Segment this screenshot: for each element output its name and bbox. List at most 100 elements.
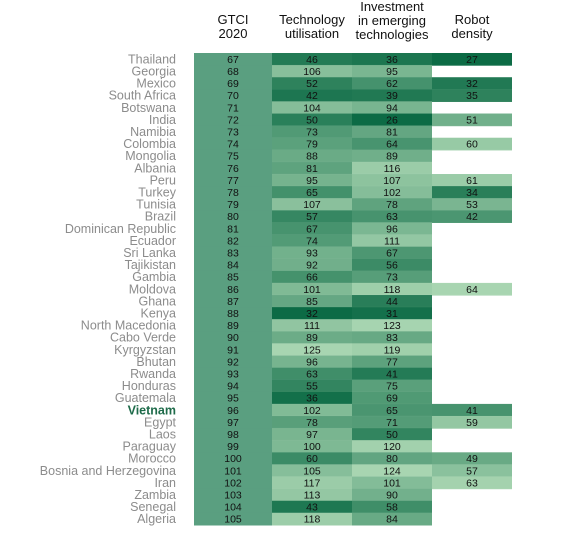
cell-dominican-republic-col1 [272, 222, 352, 236]
cell-value-kyrgyzstan-col2: 119 [384, 344, 401, 356]
cell-value-peru-col2: 107 [383, 175, 401, 187]
cell-iran-col3 [432, 476, 512, 490]
cell-value-bosnia-and-herzegovina-col1: 105 [303, 465, 321, 477]
cell-bosnia-and-herzegovina-col2 [352, 464, 432, 478]
cell-value-bosnia-and-herzegovina-col0: 101 [224, 465, 242, 477]
cell-cabo-verde-col2 [352, 331, 432, 344]
row-label-india: India [149, 113, 176, 127]
cell-value-algeria-col0: 105 [224, 514, 242, 526]
cell-tunisia-col1 [272, 198, 352, 211]
cell-value-colombia-col2: 64 [386, 139, 398, 151]
cell-value-thailand-col3: 27 [466, 54, 478, 66]
cell-senegal-col2 [352, 500, 432, 514]
cell-algeria-col0 [194, 512, 272, 526]
cell-egypt-col0 [194, 416, 272, 429]
cell-value-ghana-col1: 85 [306, 296, 318, 308]
cell-value-albania-col0: 76 [227, 163, 239, 175]
cell-mexico-col1 [272, 77, 352, 90]
cell-north-macedonia-col0 [194, 319, 272, 332]
cell-value-gambia-col0: 85 [227, 272, 239, 284]
cell-brazil-col1 [272, 210, 352, 223]
cell-value-colombia-col0: 74 [227, 139, 239, 151]
row-label-guatemala: Guatemala [115, 391, 176, 405]
cell-morocco-col3 [432, 452, 512, 465]
cell-value-south-africa-col3: 35 [466, 90, 478, 102]
cell-value-tunisia-col3: 53 [466, 199, 478, 211]
cell-tunisia-col0 [194, 198, 272, 211]
cell-cabo-verde-col0 [194, 331, 272, 344]
cell-vietnam-col0 [194, 403, 272, 417]
cell-value-ecuador-col0: 82 [227, 235, 239, 247]
cell-moldova-col1 [272, 282, 352, 296]
cell-value-kyrgyzstan-col0: 91 [227, 344, 239, 356]
cell-mexico-col3 [432, 77, 512, 90]
row-label-morocco: Morocco [128, 452, 176, 466]
row-label-mongolia: Mongolia [125, 149, 176, 163]
cell-value-colombia-col3: 60 [466, 139, 478, 151]
cell-value-brazil-col0: 80 [227, 211, 239, 223]
cell-georgia-col1 [272, 65, 352, 78]
cell-value-albania-col1: 81 [306, 163, 318, 175]
row-label-colombia: Colombia [123, 137, 176, 151]
cell-ghana-col0 [194, 295, 272, 308]
cell-ghana-col2 [352, 295, 432, 308]
column-header-investment-emerging-tech: Investment in emerging technologies [355, 0, 429, 42]
cell-value-kenya-col1: 32 [306, 308, 318, 320]
cell-senegal-col1 [272, 500, 352, 514]
cell-value-vietnam-col1: 102 [303, 405, 321, 417]
cell-value-egypt-col3: 59 [466, 417, 478, 429]
row-label-namibia: Namibia [130, 125, 176, 139]
cell-turkey-col1 [272, 186, 352, 199]
cell-morocco-col1 [272, 452, 352, 465]
row-label-dominican-republic: Dominican Republic [65, 222, 176, 236]
cell-zambia-col0 [194, 488, 272, 502]
row-label-kyrgyzstan: Kyrgyzstan [114, 343, 176, 357]
cell-dominican-republic-col0 [194, 222, 272, 236]
cell-iran-col1 [272, 476, 352, 490]
row-label-south-africa: South Africa [109, 89, 176, 103]
cell-zambia-col1 [272, 488, 352, 502]
cell-value-guatemala-col0: 95 [227, 393, 239, 405]
cell-south-africa-col2 [352, 89, 432, 102]
row-label-albania: Albania [134, 161, 176, 175]
cell-kenya-col0 [194, 307, 272, 320]
cell-value-moldova-col2: 118 [384, 284, 401, 296]
cell-value-bosnia-and-herzegovina-col3: 57 [466, 465, 478, 477]
cell-brazil-col2 [352, 210, 432, 223]
cell-value-algeria-col2: 84 [386, 514, 398, 526]
cell-value-thailand-col1: 46 [306, 54, 318, 66]
cell-tajikistan-col0 [194, 258, 272, 272]
cell-thailand-col0 [194, 53, 272, 66]
cell-value-brazil-col2: 63 [386, 211, 398, 223]
cell-rwanda-col0 [194, 367, 272, 381]
cell-thailand-col2 [352, 53, 432, 66]
cell-value-morocco-col1: 60 [306, 453, 318, 465]
cell-cabo-verde-col1 [272, 331, 352, 344]
cell-value-sri-lanka-col0: 83 [227, 247, 239, 259]
cell-value-bosnia-and-herzegovina-col2: 124 [383, 465, 401, 477]
cell-value-georgia-col0: 68 [227, 66, 239, 78]
cell-north-macedonia-col2 [352, 319, 432, 332]
cell-value-georgia-col2: 95 [386, 66, 398, 78]
cell-value-albania-col2: 116 [384, 163, 401, 175]
cell-mongolia-col1 [272, 149, 352, 163]
cell-value-kenya-col0: 88 [227, 308, 239, 320]
cell-value-senegal-col1: 43 [306, 502, 318, 514]
cell-laos-col0 [194, 428, 272, 441]
cell-value-botswana-col1: 104 [303, 102, 321, 114]
row-label-rwanda: Rwanda [130, 367, 176, 381]
cell-namibia-col0 [194, 125, 272, 139]
cell-peru-col2 [352, 174, 432, 187]
cell-paraguay-col1 [272, 440, 352, 453]
cell-value-iran-col3: 63 [466, 477, 478, 489]
cell-value-india-col0: 72 [227, 114, 239, 126]
cell-tunisia-col2 [352, 198, 432, 211]
cell-value-namibia-col1: 73 [306, 126, 318, 138]
cell-albania-col0 [194, 161, 272, 175]
cell-mongolia-col0 [194, 149, 272, 163]
row-label-georgia: Georgia [132, 64, 177, 78]
cell-value-ghana-col0: 87 [227, 296, 239, 308]
cell-value-brazil-col3: 42 [466, 211, 478, 223]
row-label-sri-lanka: Sri Lanka [123, 246, 176, 260]
cell-value-guatemala-col2: 69 [386, 393, 398, 405]
